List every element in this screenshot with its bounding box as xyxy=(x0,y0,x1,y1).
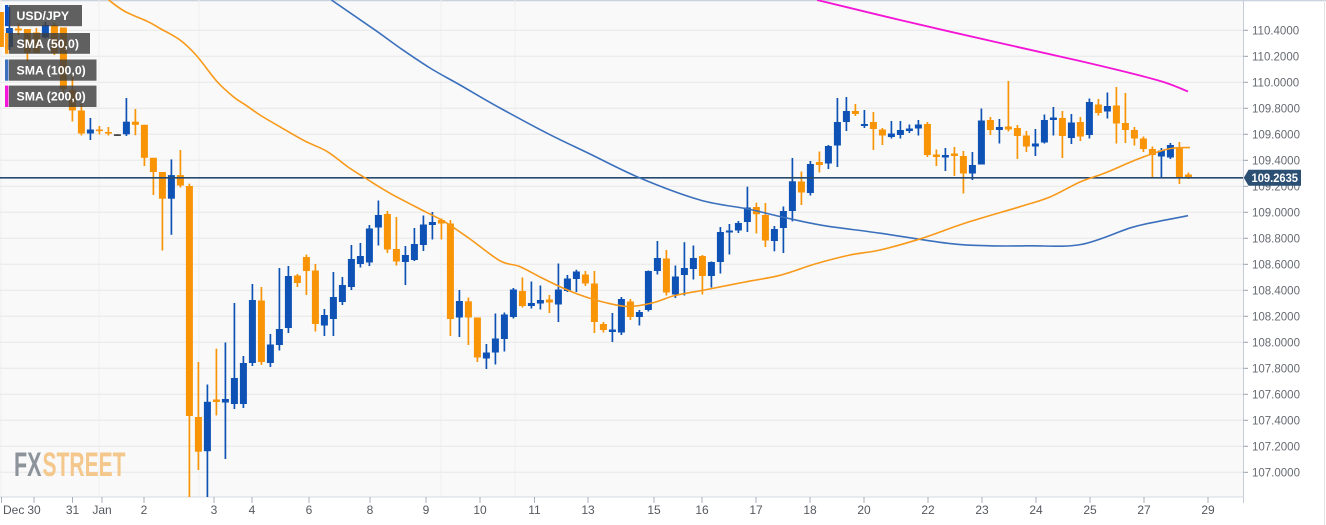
svg-text:108.2000: 108.2000 xyxy=(1252,311,1300,323)
svg-text:17: 17 xyxy=(749,503,763,517)
svg-text:31: 31 xyxy=(66,503,80,517)
svg-text:9: 9 xyxy=(423,503,430,517)
svg-text:10: 10 xyxy=(473,503,487,517)
svg-text:2: 2 xyxy=(141,503,148,517)
svg-text:108.4000: 108.4000 xyxy=(1252,285,1300,297)
svg-text:4: 4 xyxy=(249,503,256,517)
svg-text:107.6000: 107.6000 xyxy=(1252,389,1300,401)
svg-text:109.0000: 109.0000 xyxy=(1252,207,1300,219)
svg-text:3: 3 xyxy=(211,503,218,517)
svg-text:109.6000: 109.6000 xyxy=(1252,129,1300,141)
svg-text:15: 15 xyxy=(647,503,661,517)
svg-text:107.2000: 107.2000 xyxy=(1252,441,1300,453)
svg-text:11: 11 xyxy=(528,503,541,517)
svg-text:107.4000: 107.4000 xyxy=(1252,415,1300,427)
svg-text:13: 13 xyxy=(581,503,595,517)
svg-text:108.8000: 108.8000 xyxy=(1252,233,1300,245)
svg-text:SMA (200,0): SMA (200,0) xyxy=(17,90,86,104)
svg-text:18: 18 xyxy=(803,503,817,517)
svg-text:107.8000: 107.8000 xyxy=(1252,363,1300,375)
svg-text:8: 8 xyxy=(367,503,374,517)
svg-text:FX: FX xyxy=(14,446,42,484)
svg-text:23: 23 xyxy=(975,503,989,517)
svg-text:22: 22 xyxy=(921,503,935,517)
svg-text:108.0000: 108.0000 xyxy=(1252,337,1300,349)
svg-text:16: 16 xyxy=(695,503,709,517)
svg-text:109.4000: 109.4000 xyxy=(1252,155,1300,167)
svg-text:108.6000: 108.6000 xyxy=(1252,259,1300,271)
svg-text:STREET: STREET xyxy=(43,446,126,484)
svg-text:110.4000: 110.4000 xyxy=(1252,25,1299,37)
svg-text:29: 29 xyxy=(1201,503,1215,517)
svg-text:6: 6 xyxy=(306,503,313,517)
svg-text:110.0000: 110.0000 xyxy=(1252,77,1299,89)
svg-text:SMA (100,0): SMA (100,0) xyxy=(17,64,86,78)
svg-text:25: 25 xyxy=(1083,503,1097,517)
svg-text:107.0000: 107.0000 xyxy=(1252,467,1300,479)
svg-text:Dec: Dec xyxy=(3,503,24,517)
svg-text:SMA (50,0): SMA (50,0) xyxy=(17,37,79,51)
svg-text:20: 20 xyxy=(857,503,871,517)
svg-text:USD/JPY: USD/JPY xyxy=(17,9,70,23)
svg-text:27: 27 xyxy=(1137,503,1151,517)
svg-text:24: 24 xyxy=(1029,503,1043,517)
svg-text:109.2635: 109.2635 xyxy=(1252,173,1299,185)
svg-text:Jan: Jan xyxy=(92,503,111,517)
svg-text:109.8000: 109.8000 xyxy=(1252,103,1300,115)
svg-text:30: 30 xyxy=(27,503,41,517)
svg-text:110.2000: 110.2000 xyxy=(1252,51,1299,63)
